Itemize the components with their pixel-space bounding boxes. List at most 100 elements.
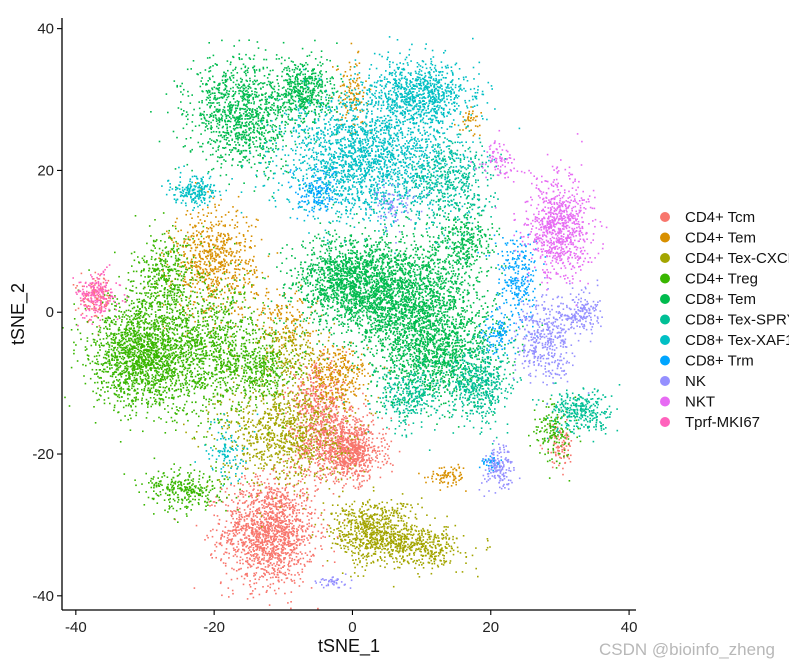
data-point — [367, 373, 369, 375]
data-point — [256, 499, 258, 501]
data-point — [303, 424, 305, 426]
data-point — [249, 513, 251, 515]
data-point — [161, 252, 163, 254]
data-point — [360, 439, 362, 441]
data-point — [225, 526, 227, 528]
data-point — [363, 463, 365, 465]
data-point — [237, 550, 239, 552]
data-point — [250, 495, 252, 497]
data-point — [382, 428, 384, 430]
data-point — [388, 458, 390, 460]
data-point — [257, 219, 259, 221]
data-point — [273, 512, 275, 514]
data-point — [219, 223, 221, 225]
data-point — [321, 470, 323, 472]
data-point — [275, 576, 277, 578]
data-point — [325, 455, 327, 457]
data-point — [241, 476, 243, 478]
data-point — [364, 444, 366, 446]
data-point — [336, 406, 338, 408]
data-point — [326, 406, 328, 408]
data-point — [245, 512, 247, 514]
data-point — [228, 211, 230, 213]
data-point — [324, 438, 326, 440]
data-point — [170, 250, 172, 252]
data-point — [232, 219, 234, 221]
data-point — [218, 305, 220, 307]
data-point — [328, 392, 330, 394]
data-point — [220, 199, 222, 201]
data-point — [353, 416, 355, 418]
data-point — [335, 462, 337, 464]
data-point — [381, 418, 383, 420]
data-point — [357, 426, 359, 428]
data-point — [246, 270, 248, 272]
data-point — [311, 555, 313, 557]
data-point — [320, 401, 322, 403]
data-point — [256, 549, 258, 551]
data-point — [340, 446, 342, 448]
data-point — [330, 457, 332, 459]
data-point — [285, 505, 287, 507]
data-point — [311, 439, 313, 441]
data-point — [382, 434, 384, 436]
data-point — [362, 365, 364, 367]
data-point — [566, 432, 568, 434]
data-point — [339, 455, 341, 457]
data-point — [315, 406, 317, 408]
data-point — [279, 522, 281, 524]
data-point — [334, 472, 336, 474]
data-point — [259, 557, 261, 559]
data-point — [266, 517, 268, 519]
data-point — [353, 386, 355, 388]
data-point — [244, 532, 246, 534]
data-point — [249, 259, 251, 261]
data-point — [346, 351, 348, 353]
data-point — [340, 421, 342, 423]
data-point — [343, 465, 345, 467]
data-point — [102, 315, 104, 317]
data-point — [275, 516, 277, 518]
data-point — [217, 277, 219, 279]
data-point — [228, 288, 230, 290]
data-point — [237, 226, 239, 228]
data-point — [337, 378, 339, 380]
data-point — [282, 511, 284, 513]
data-point — [361, 459, 363, 461]
data-point — [317, 418, 319, 420]
data-point — [250, 540, 252, 542]
data-point — [301, 553, 303, 555]
data-point — [330, 372, 332, 374]
data-point — [293, 546, 295, 548]
data-point — [179, 273, 181, 275]
data-point — [248, 538, 250, 540]
data-point — [288, 545, 290, 547]
data-point — [302, 521, 304, 523]
data-point — [220, 538, 222, 540]
data-point — [193, 301, 195, 303]
data-point — [200, 268, 202, 270]
data-point — [277, 252, 279, 254]
data-point — [202, 251, 204, 253]
data-point — [227, 537, 229, 539]
data-point — [319, 453, 321, 455]
data-point — [249, 278, 251, 280]
data-point — [223, 553, 225, 555]
data-point — [302, 531, 304, 533]
data-point — [282, 530, 284, 532]
data-point — [291, 574, 293, 576]
data-point — [369, 476, 371, 478]
data-point — [244, 246, 246, 248]
data-point — [251, 497, 253, 499]
data-point — [253, 506, 255, 508]
data-point — [372, 438, 374, 440]
data-point — [249, 535, 251, 537]
data-point — [339, 372, 341, 374]
data-point — [358, 408, 360, 410]
data-point — [276, 514, 278, 516]
data-point — [320, 420, 322, 422]
data-point — [235, 325, 237, 327]
data-point — [281, 499, 283, 501]
data-point — [247, 545, 249, 547]
data-point — [273, 563, 275, 565]
